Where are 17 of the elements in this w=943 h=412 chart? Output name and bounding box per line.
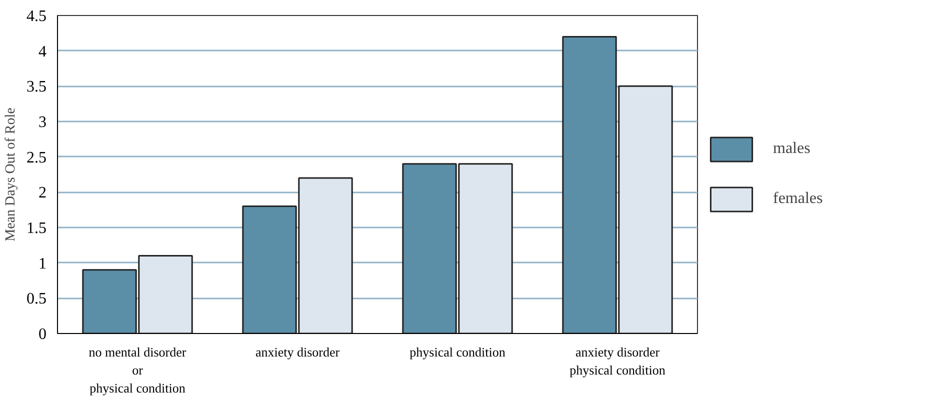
y-axis-title: Mean Days Out of Role [4,108,18,242]
x-tick-label: anxiety disorder physical condition [570,344,666,378]
y-tick-label: 1 [38,255,46,272]
y-tick-label: 0 [38,326,46,343]
y-tick-label: 4 [38,43,46,60]
legend-label: females [773,190,823,208]
y-tick-label: 2.5 [26,149,46,166]
legend-label: males [773,140,810,158]
x-tick-label: no mental disorder or physical condition [88,344,187,396]
y-tick-label: 0.5 [26,290,46,308]
y-tick-label: 1.5 [26,220,46,237]
x-tick-label: physical condition [410,344,506,360]
y-tick-label: 3.5 [26,78,46,96]
x-tick-label: anxiety disorder [255,344,340,360]
y-tick-label: 2 [38,184,46,202]
y-tick-label: 4.5 [26,8,46,25]
y-tick-label: 3 [38,114,46,131]
